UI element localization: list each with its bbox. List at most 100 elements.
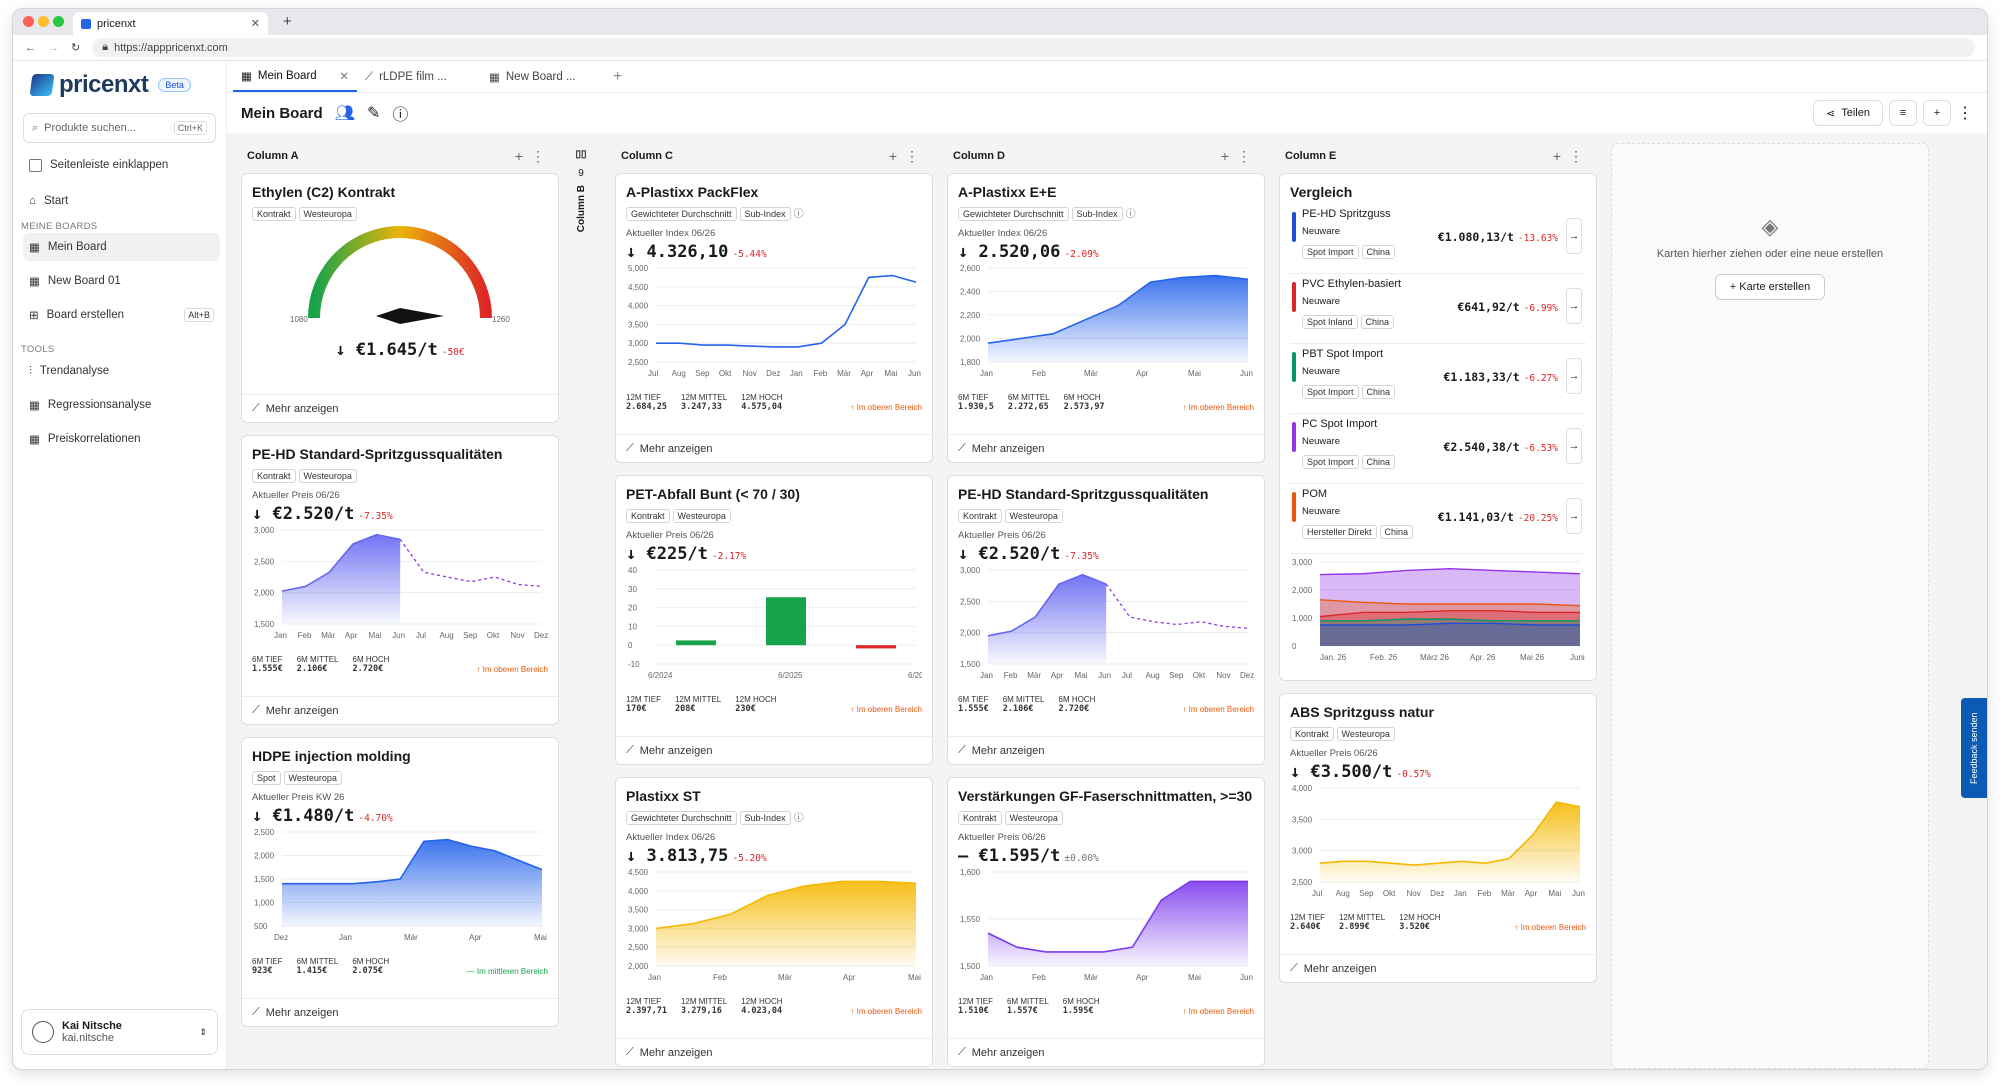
column-b-count: 9 [578,168,584,179]
info-icon[interactable]: ⓘ [1125,209,1136,220]
card-pehd-d[interactable]: PE-HD Standard-Spritzgussqualitäten Kont… [947,475,1265,765]
more-button[interactable]: ⟋ Mehr anzeigen [616,1038,932,1066]
chart-icon: ⟋ [958,744,966,756]
forward-icon[interactable]: → [48,41,59,54]
stat: 6M TIEF 923€ [252,957,283,976]
gauge-min: 1080 [290,315,308,324]
tag: Kontrakt [958,509,1002,523]
comparison-item[interactable]: PBT Spot Import Neuware Spot Import China €1… [1290,344,1586,414]
maximize-window-icon[interactable] [53,16,64,27]
sidebar-item-korrelationen[interactable]: ▦ Preiskorrelationen [23,425,220,453]
arrow-right-icon[interactable]: → [1566,428,1582,464]
stat: 12M MITTEL 3.247,33 [681,393,727,412]
card-vergleich[interactable]: Vergleich PE-HD Spritzguss Neuware Spot Im… [1279,173,1597,681]
card-pet[interactable]: PET-Abfall Bunt (< 70 / 30) Kontrakt West… [615,475,933,765]
x-tick: Apr [1525,889,1538,898]
x-tick: Mai [1188,973,1201,982]
series-line [656,274,917,348]
close-tab-icon[interactable]: ✕ [250,18,260,30]
comparison-item[interactable]: PE-HD Spritzguss Neuware Spot Import China €… [1290,204,1586,274]
info-icon[interactable]: ⓘ [793,813,804,824]
more-button[interactable]: ⟋ Mehr anzeigen [616,434,932,462]
price-chart: 1,600 1,550 1,500 Jan Feb Mär Apr Mai Jun [960,868,1253,982]
column-actions[interactable]: +⋮ [1220,147,1259,164]
card-plastixx-st[interactable]: Plastixx ST Gewichteter Durchschnitt Sub-… [615,777,933,1067]
create-board-button[interactable]: ⊞ Board erstellen Alt+B [23,301,220,329]
card-ee[interactable]: A-Plastixx E+E Gewichteter Durchschnitt S… [947,173,1265,463]
more-button[interactable]: ⟋ Mehr anzeigen [242,394,558,422]
filter-button[interactable]: ≡ [1889,100,1917,126]
more-button[interactable]: ⟋ Mehr anzeigen [242,998,558,1026]
column-actions[interactable]: +⋮ [1552,147,1591,164]
add-tab-button[interactable]: + [613,68,623,85]
more-button[interactable]: ⟋ Mehr anzeigen [1280,954,1596,982]
column-actions[interactable]: +⋮ [514,147,553,164]
sidebar-item-start[interactable]: ⌂ Start [23,187,220,215]
team-icon[interactable]: 👥︎ [334,105,355,122]
x-tick: Apr [345,631,358,640]
tab-new-board[interactable]: ▦ New Board ... [481,62,605,92]
x-tick: Feb [713,973,727,982]
card-packflex[interactable]: A-Plastixx PackFlex Gewichteter Durchsch… [615,173,933,463]
close-window-icon[interactable] [23,16,34,27]
new-tab-icon[interactable]: + [283,13,292,30]
tab-mein-board[interactable]: ▦ Mein Board ✕ [233,62,357,92]
stat: 6M HOCH 2.075€ [352,957,389,976]
comparison-item[interactable]: POM Neuware Hersteller Direkt China €1.141,0… [1290,484,1586,554]
gauge-chart: 1080 1260 [290,226,510,324]
arrow-right-icon[interactable]: → [1566,218,1582,254]
share-button[interactable]: ⋖ Teilen [1813,100,1883,126]
arrow-right-icon[interactable]: → [1566,358,1582,394]
y-tick: 1,600 [960,868,981,877]
tab-rldpe[interactable]: ⟋ rLDPE film ... [357,62,481,92]
user-menu[interactable]: Kai Nitsche kai.nitsche ⇕ [21,1009,218,1055]
y-tick: 0 [1292,642,1297,651]
y-tick: 1,800 [960,358,981,367]
more-button[interactable]: ⟋ Mehr anzeigen [242,696,558,724]
help-icon[interactable]: ⓘ [392,107,409,124]
edit-icon[interactable]: ✎ [367,105,381,122]
more-icon[interactable]: ⋮ [1957,105,1973,122]
stat-label: 12M TIEF [626,393,661,402]
sidebar-item-regression[interactable]: ▦ Regressionsanalyse [23,391,220,419]
arrow-right-icon[interactable]: → [1566,498,1582,534]
more-button[interactable]: ⟋ Mehr anzeigen [616,736,932,764]
comparison-item[interactable]: PC Spot Import Neuware Spot Import China €2.… [1290,414,1586,484]
sidebar-item-mein-board[interactable]: ▦ Mein Board [23,233,220,261]
feedback-button[interactable]: Feedback senden [1961,698,1987,798]
stat: 12M HOCH 230€ [735,695,776,714]
sidebar-item-trendanalyse[interactable]: ⫶ Trendanalyse [23,357,220,385]
card-ethylen[interactable]: Ethylen (C2) Kontrakt Kontrakt Westeuropa… [241,173,559,423]
arrow-right-icon[interactable]: → [1566,288,1582,324]
card-gf[interactable]: Verstärkungen GF-Faserschnittmatten, >=3… [947,777,1265,1067]
x-tick: Dez [766,369,780,378]
reload-icon[interactable]: ↻ [71,42,81,54]
series-line [281,533,401,592]
column-b-collapsed[interactable]: ▯▯ 9 Column B [571,149,591,232]
sidebar-item-new-board[interactable]: ▦ New Board 01 [23,267,220,295]
browser-tab[interactable]: pricenxt ✕ [73,12,268,35]
series-area [656,881,916,966]
more-button[interactable]: ⟋ Mehr anzeigen [948,1038,1264,1066]
url-field[interactable]: 🔒︎ https://apppricenxt.com [92,38,1975,57]
column-actions[interactable]: +⋮ [888,147,927,164]
card-abs[interactable]: ABS Spritzguss natur Kontrakt Westeuropa … [1279,693,1597,983]
minimize-window-icon[interactable] [38,16,49,27]
add-button[interactable]: + [1923,100,1951,126]
stats-row: 6M TIEF 1.555€ 6M MITTEL 2.106€ 6M HOCH 2.720… [252,655,548,674]
close-tab-icon[interactable]: ✕ [339,71,349,83]
more-button[interactable]: ⟋ Mehr anzeigen [948,736,1264,764]
search-input[interactable]: ⌕ Produkte suchen... Ctrl+K [23,113,216,143]
more-button[interactable]: ⟋ Mehr anzeigen [948,434,1264,462]
stat: 6M MITTEL 2.106€ [297,655,339,674]
info-icon[interactable]: ⓘ [793,209,804,220]
card-hdpe[interactable]: HDPE injection molding Spot Westeuropa Ak… [241,737,559,1027]
x-tick: 6/2025 [778,671,803,680]
back-icon[interactable]: ← [25,41,36,54]
change: ±0.00% [1064,853,1099,864]
share-icon: ⋖ [1826,107,1836,120]
comparison-item[interactable]: PVC Ethylen-basiert Neuware Spot Inland Chi… [1290,274,1586,344]
card-pehd[interactable]: PE-HD Standard-Spritzgussqualitäten Kont… [241,435,559,725]
collapse-sidebar-button[interactable]: Seitenleiste einklappen [23,151,220,179]
create-card-button[interactable]: + Karte erstellen [1715,274,1825,300]
